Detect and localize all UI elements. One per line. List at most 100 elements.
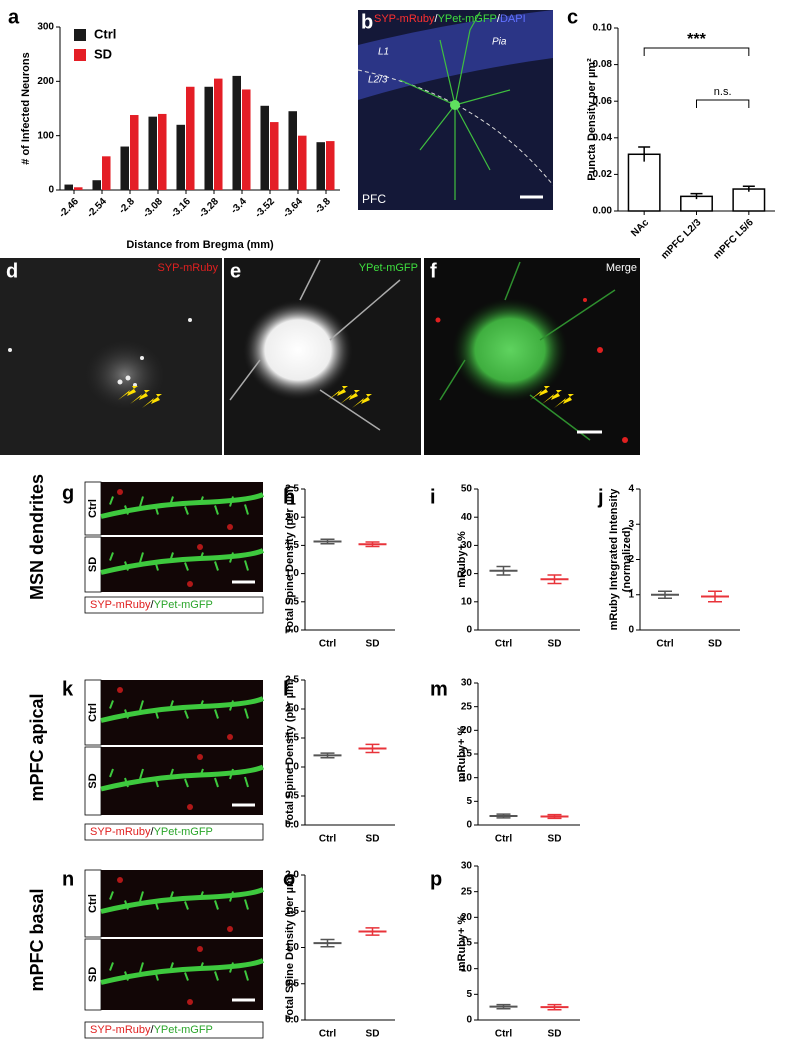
spine <box>184 901 189 910</box>
spine <box>199 891 204 900</box>
spine <box>109 891 114 900</box>
caption-part: SYP-mRuby <box>90 1024 151 1036</box>
spine <box>229 891 234 902</box>
error-bar <box>496 813 511 819</box>
micrograph-d: d SYP-mRuby <box>0 258 222 455</box>
x-tick-label: -3.64 <box>281 196 305 220</box>
x-tick-label: SD <box>548 834 562 845</box>
spine <box>244 560 249 571</box>
bracket <box>696 99 750 108</box>
x-tick-label: Ctrl <box>319 1029 336 1040</box>
caption-part: YPet-mGFP <box>154 599 213 611</box>
layer-boundary <box>357 69 554 186</box>
inset-label: SD <box>87 967 99 982</box>
spine <box>199 700 204 709</box>
punctum <box>117 687 123 693</box>
spine <box>229 768 234 780</box>
spine <box>244 708 249 719</box>
y-axis-title: Puncta Density per µm² <box>586 58 598 181</box>
spine <box>214 505 219 515</box>
y-tick-label: 2.5 <box>285 484 299 495</box>
bar <box>186 86 195 190</box>
panel-letter: n <box>62 868 74 890</box>
y-tick-label: 0.5 <box>285 596 299 607</box>
spine <box>184 778 189 788</box>
y-tick-label: 1.5 <box>285 733 299 744</box>
caption-part: YPet-mGFP <box>154 1024 213 1036</box>
caption-part: SYP-mRuby <box>90 826 151 838</box>
spine <box>184 972 189 981</box>
y-tick-label: 0 <box>466 1015 472 1026</box>
y-tick-label: 30 <box>461 678 473 689</box>
caption-part: / <box>151 826 155 838</box>
bar <box>214 78 223 190</box>
punctum <box>197 544 203 550</box>
panel-letter: l <box>283 678 289 700</box>
error-bar <box>320 938 335 948</box>
y-axis-title: Total Spine Density (per µm) <box>284 678 296 826</box>
punctum <box>187 804 193 810</box>
bar <box>316 142 325 190</box>
stain-label: Merge <box>606 262 637 274</box>
x-tick-label: SD <box>548 639 562 650</box>
spine <box>169 496 174 506</box>
x-tick-label: mPFC L2/3 <box>659 217 704 262</box>
panel-letter: p <box>430 868 442 890</box>
legend-label: Ctrl <box>94 26 116 41</box>
y-tick-label: 0.06 <box>593 96 613 107</box>
y-tick-label: 0.00 <box>593 206 613 217</box>
caption: SYP-mRuby/YPet-mGFP <box>90 599 213 611</box>
x-tick-label: -3.28 <box>197 196 221 220</box>
y-tick-label: 20 <box>461 912 473 923</box>
micrograph-b: b SYP-mRuby/YPet-mGFP/DAPI Pia L1 L2/3 P… <box>357 10 554 210</box>
bar <box>326 141 335 190</box>
x-tick-label: -2.46 <box>57 196 81 220</box>
y-tick-label: 0.10 <box>593 23 613 34</box>
error-bar <box>708 590 722 603</box>
x-tick-label: Ctrl <box>319 834 336 845</box>
y-tick-label: 300 <box>37 22 54 33</box>
spine <box>184 562 189 571</box>
caption-part: YPet-mGFP <box>154 826 213 838</box>
y-tick-label: 0.04 <box>593 132 613 143</box>
y-tick-label: 25 <box>461 701 473 712</box>
row-label: mPFC apical <box>27 693 47 801</box>
y-tick-label: 1 <box>628 589 634 600</box>
y-tick-label: 20 <box>461 725 473 736</box>
y-tick-label: 15 <box>461 938 473 949</box>
stain-label: SYP-mRuby <box>157 262 218 274</box>
x-axis-title: Distance from Bregma (mm) <box>126 239 274 251</box>
caption-box <box>84 823 264 841</box>
y-tick-label: 2 <box>628 554 634 565</box>
error-bar <box>496 1003 511 1010</box>
spine <box>109 768 114 778</box>
label-part: DAPI <box>500 13 526 25</box>
y-tick-label: 2.0 <box>285 704 299 715</box>
x-tick-label: NAc <box>629 217 651 239</box>
soma <box>450 100 460 110</box>
label-part: / <box>435 13 439 25</box>
neuron <box>399 11 511 200</box>
spine <box>169 700 174 710</box>
inset-label: Ctrl <box>87 894 99 913</box>
error-bar <box>742 185 755 192</box>
x-tick-label: Ctrl <box>319 639 336 650</box>
bar <box>176 124 185 190</box>
bar <box>288 111 297 190</box>
spine <box>229 700 234 711</box>
spine <box>169 768 174 779</box>
panel-letter: d <box>6 260 18 282</box>
y-tick-label: 0.08 <box>593 59 613 70</box>
panel-letter: a <box>8 6 20 28</box>
y-tick-label: 1.0 <box>285 762 299 773</box>
y-tick-label: 0 <box>466 820 472 831</box>
panel-letter: c <box>567 6 578 28</box>
error-bar <box>365 541 380 548</box>
caption: SYP-mRuby/YPet-mGFP <box>90 826 213 838</box>
spine <box>139 496 144 507</box>
y-tick-label: 2.0 <box>285 870 299 881</box>
spine <box>124 505 129 515</box>
bar <box>732 188 766 212</box>
spine <box>124 777 129 788</box>
x-tick-label: SD <box>548 1029 562 1040</box>
